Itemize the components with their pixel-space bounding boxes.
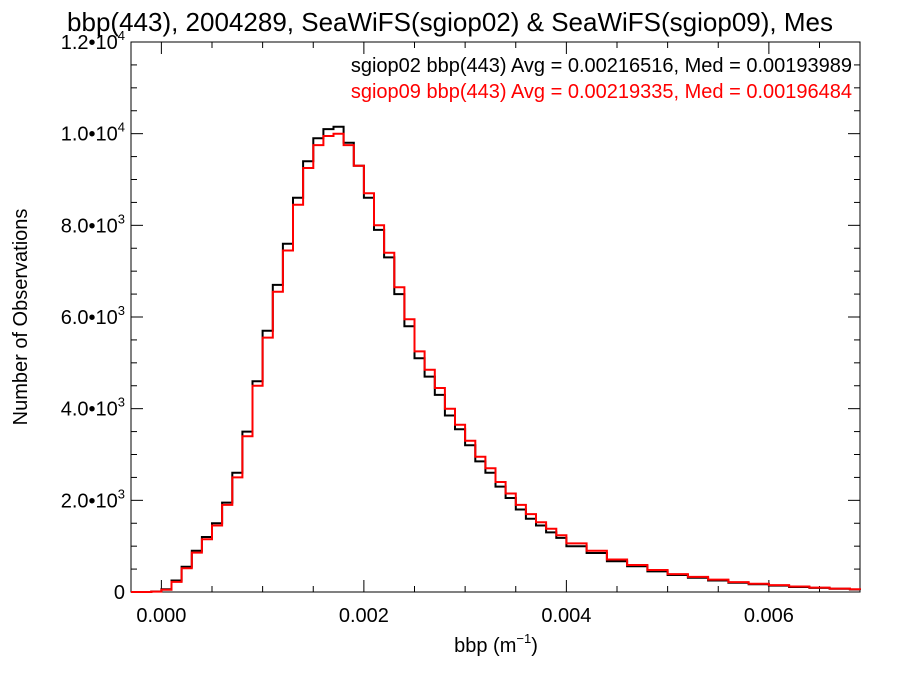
x-tick-label: 0.000 (136, 605, 186, 627)
x-tick-label: 0.002 (339, 605, 389, 627)
chart-title: bbp(443), 2004289, SeaWiFS(sgiop02) & Se… (67, 7, 833, 37)
y-axis: 0 2.0•103 4.0•103 6.0•103 8.0•103 1.0•104 1.2•… (61, 28, 860, 604)
legend: sgiop02 bbp(443) Avg = 0.00216516, Med =… (351, 55, 852, 103)
x-axis-label: bbp (m−1) (454, 631, 538, 657)
y-tick-label: 2.0•103 (61, 486, 125, 512)
x-axis: 0.000 0.002 0.004 0.006 (136, 42, 820, 627)
series-sgiop02-line (131, 125, 861, 593)
legend-entry-sgiop02: sgiop02 bbp(443) Avg = 0.00216516, Med =… (351, 55, 852, 77)
x-axis-label-tail: ) (531, 635, 538, 657)
x-tick-label: 0.004 (541, 605, 591, 627)
series-sgiop09-line (131, 132, 861, 593)
y-tick-label: 1.2•104 (61, 28, 125, 54)
legend-entry-sgiop09: sgiop09 bbp(443) Avg = 0.00219335, Med =… (351, 81, 852, 103)
series-group (131, 125, 861, 593)
y-tick-label: 6.0•103 (61, 303, 125, 329)
x-axis-label-text: bbp (m (454, 635, 516, 657)
y-tick-label: 0 (114, 582, 125, 604)
plot-frame (130, 41, 861, 593)
y-tick-label: 4.0•103 (61, 395, 125, 421)
y-tick-label: 8.0•103 (61, 211, 125, 237)
x-tick-label: 0.006 (744, 605, 794, 627)
x-axis-label-superscript: −1 (516, 631, 531, 646)
y-tick-label: 1.0•104 (61, 120, 125, 146)
y-axis-label: Number of Observations (10, 209, 32, 426)
